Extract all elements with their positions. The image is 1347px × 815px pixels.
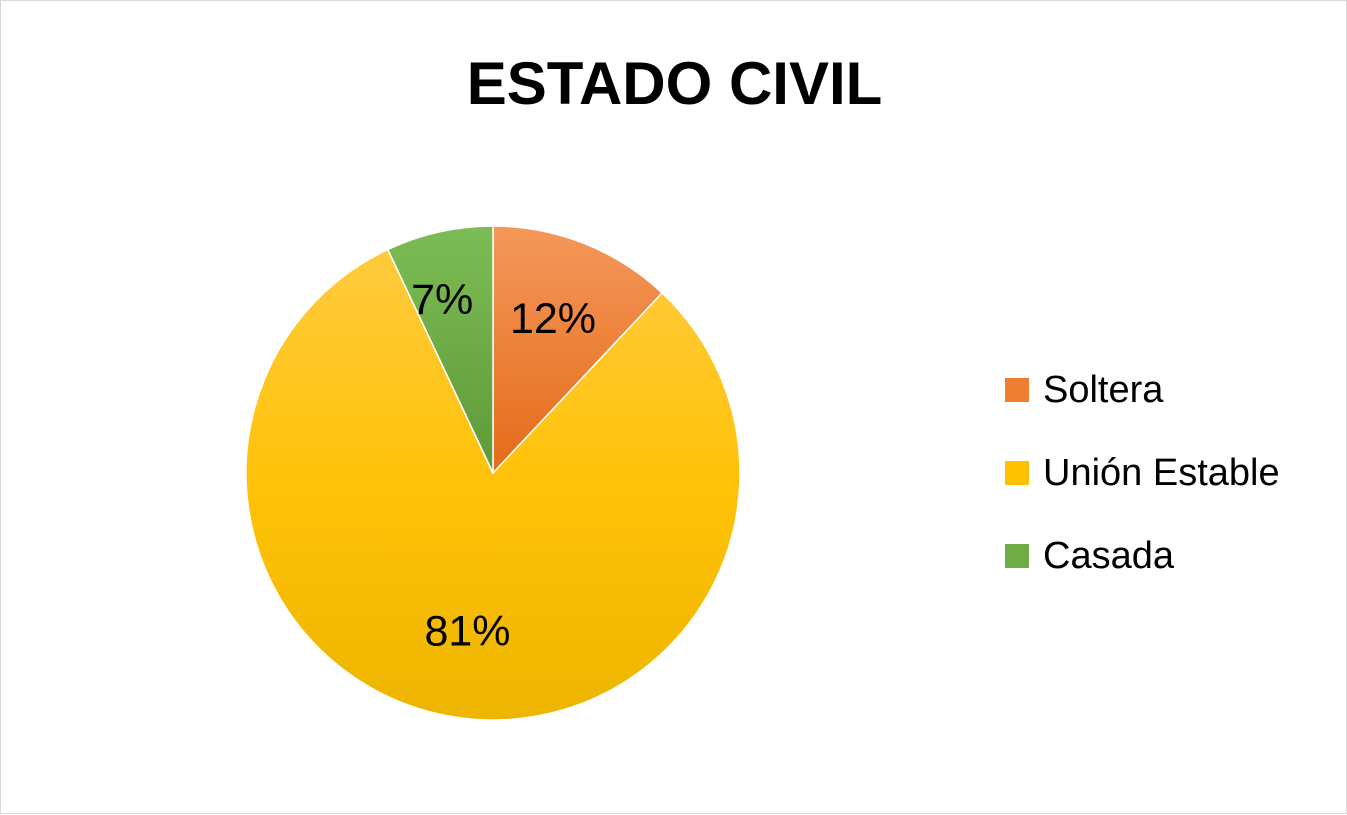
legend-item-soltera: Soltera xyxy=(1005,365,1280,415)
legend-item-union-estable: Unión Estable xyxy=(1005,448,1280,498)
legend-label-casada: Casada xyxy=(1043,534,1174,577)
legend-swatch-casada xyxy=(1005,544,1029,568)
legend-label-union-estable: Unión Estable xyxy=(1043,451,1280,494)
data-label-union-estable: 81% xyxy=(424,607,510,655)
pie-slice-union-estable xyxy=(245,248,741,721)
pie-slice-casada xyxy=(386,225,494,474)
legend: Soltera Unión Estable Casada xyxy=(1005,365,1280,614)
chart-title: ESTADO CIVIL xyxy=(466,50,883,117)
pie-slice-soltera xyxy=(492,225,664,475)
data-label-soltera: 12% xyxy=(510,295,596,343)
legend-swatch-soltera xyxy=(1005,378,1029,402)
legend-label-soltera: Soltera xyxy=(1043,368,1164,411)
legend-item-casada: Casada xyxy=(1005,531,1280,581)
legend-swatch-union-estable xyxy=(1005,461,1029,485)
data-label-casada: 7% xyxy=(411,276,473,324)
